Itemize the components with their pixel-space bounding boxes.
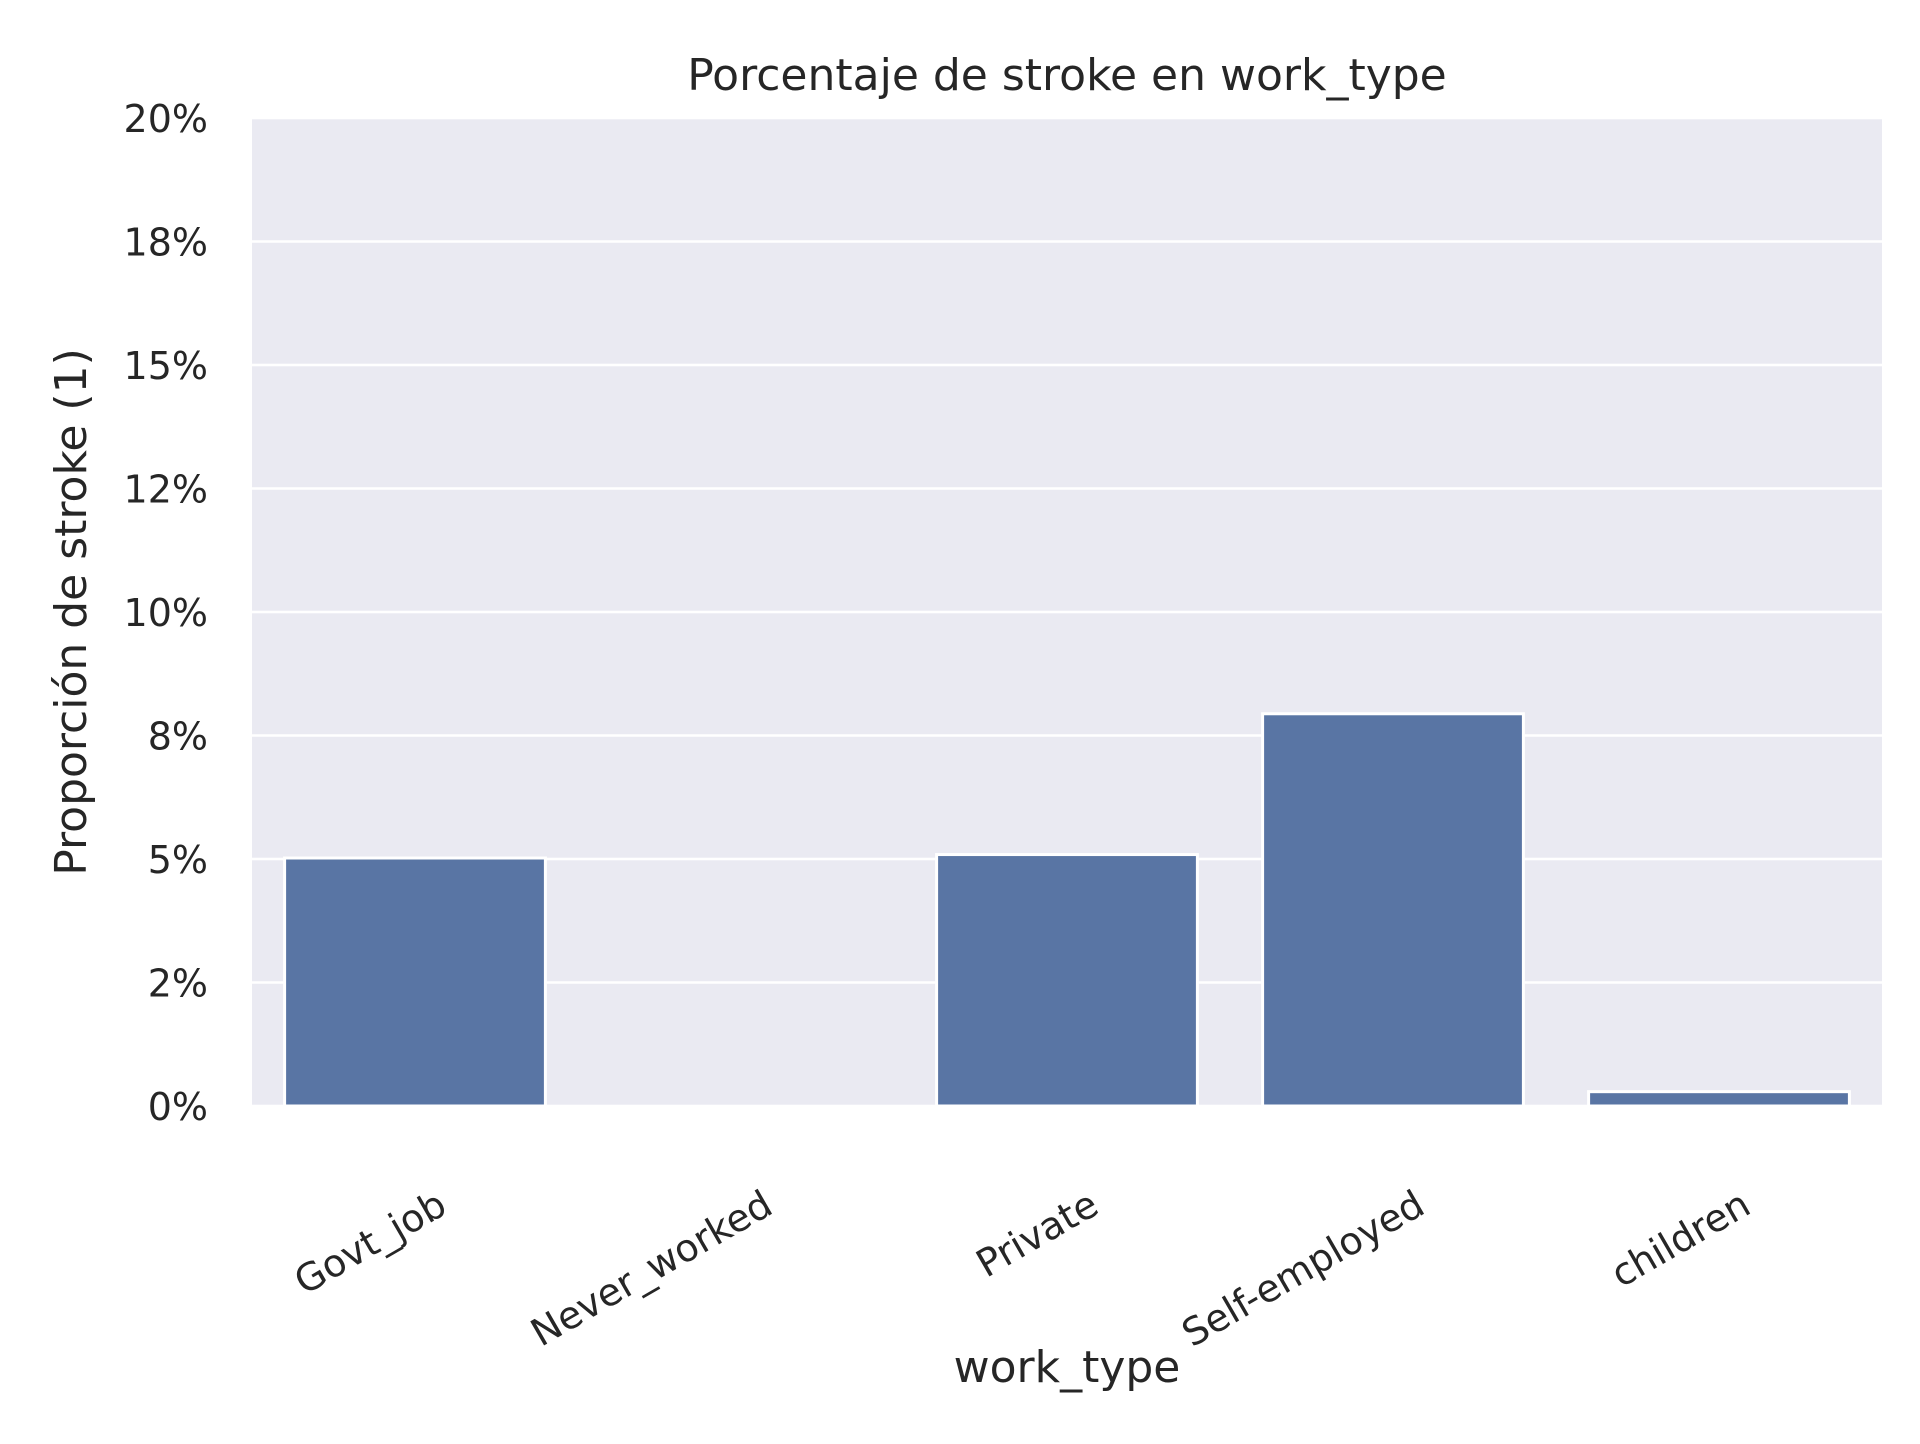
- x-tick-labels: Govt_job Never_worked Private Self-employed…: [287, 1182, 1758, 1356]
- x-axis-label: work_type: [954, 1342, 1181, 1393]
- y-tick-label: 5%: [148, 838, 208, 882]
- bar: [1261, 712, 1525, 1108]
- x-tick-label: Private: [969, 1182, 1106, 1286]
- chart-title: Porcentaje de stroke en work_type: [687, 50, 1447, 101]
- y-axis-label: Proporción de stroke (1): [46, 348, 97, 875]
- y-tick-label: 10%: [124, 591, 208, 635]
- bars: [283, 712, 1851, 1108]
- y-tick-label: 15%: [124, 344, 208, 388]
- x-tick-label: children: [1603, 1182, 1757, 1296]
- x-tick-label: Govt_job: [287, 1182, 454, 1304]
- x-tick-label: Self-employed: [1174, 1182, 1431, 1356]
- bar: [283, 856, 547, 1108]
- bar: [935, 853, 1199, 1108]
- y-tick-label: 8%: [148, 715, 208, 759]
- y-tick-labels: 0% 2% 5% 8% 10% 12% 15% 18% 20%: [124, 97, 208, 1129]
- y-tick-label: 0%: [148, 1085, 208, 1129]
- y-tick-label: 18%: [124, 221, 208, 265]
- y-tick-label: 12%: [124, 468, 208, 512]
- y-tick-label: 20%: [124, 97, 208, 141]
- x-tick-label: Never_worked: [523, 1182, 779, 1355]
- y-tick-label: 2%: [148, 962, 208, 1006]
- bar: [1587, 1090, 1851, 1108]
